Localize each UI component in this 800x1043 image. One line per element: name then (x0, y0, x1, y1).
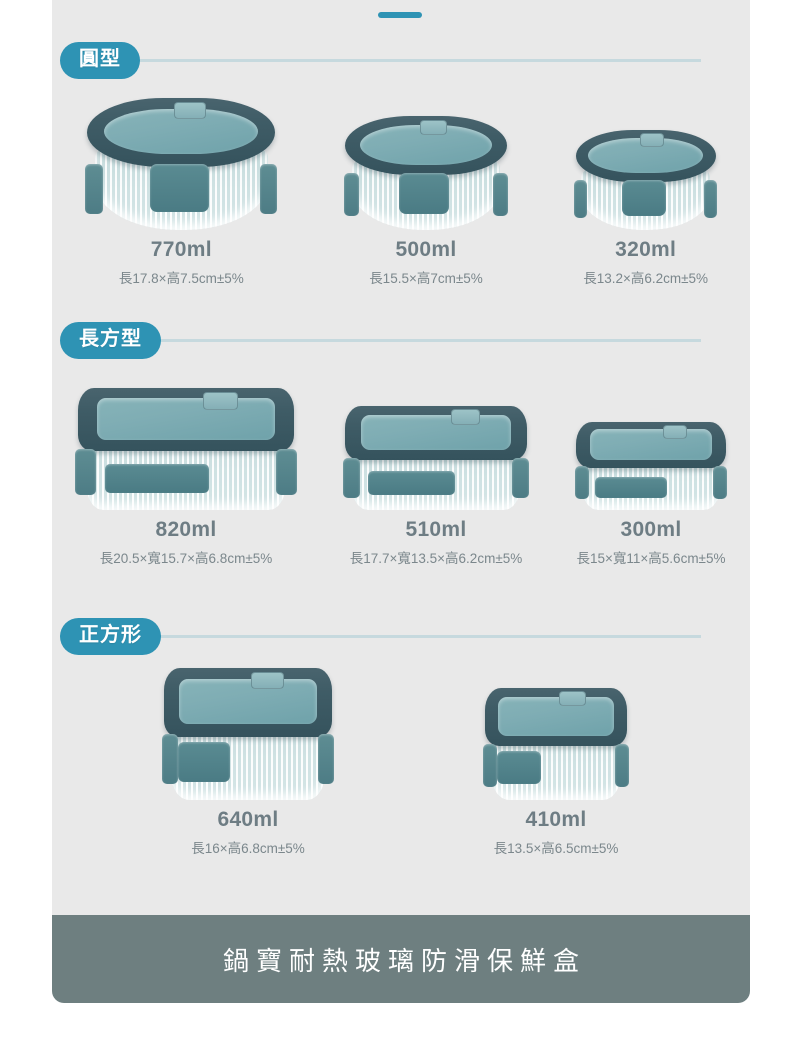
product-volume: 500ml (395, 238, 457, 261)
product-row-square: 640ml 長16×高6.8cm±5% 410ml 長13.5×高6.5cm±5… (160, 668, 630, 857)
product-image-round-320 (573, 130, 719, 230)
product-card[interactable]: 770ml 長17.8×高7.5cm±5% (83, 98, 279, 287)
product-card[interactable]: 500ml 長15.5×高7cm±5% (342, 116, 510, 287)
product-dimensions: 長17.8×高7.5cm±5% (118, 271, 244, 286)
product-image-round-500 (342, 116, 510, 230)
section-header-rectangle: 長方型 (60, 322, 701, 359)
product-image-square-410 (482, 688, 630, 800)
product-volume: 410ml (525, 808, 587, 831)
product-dimensions: 長13.5×高6.5cm±5% (493, 841, 619, 856)
product-dimensions: 長16×高6.8cm±5% (191, 841, 305, 856)
section-rule-square (153, 635, 701, 638)
top-accent-bar (378, 12, 422, 18)
product-image-rect-510 (341, 406, 531, 510)
section-rule-rectangle (153, 339, 701, 342)
section-badge-square: 正方形 (60, 618, 161, 655)
product-row-rectangle: 820ml 長20.5×寬15.7×高6.8cm±5% 510ml 長17.7×… (52, 388, 750, 567)
product-volume: 820ml (155, 518, 217, 541)
footer-banner: 鍋寶耐熱玻璃防滑保鮮盒 (52, 915, 750, 1003)
product-image-rect-820 (73, 388, 299, 510)
section-badge-round: 圓型 (60, 42, 140, 79)
product-row-round: 770ml 長17.8×高7.5cm±5% 500ml 長15.5×高7cm±5… (52, 98, 750, 287)
product-volume: 300ml (620, 518, 682, 541)
product-card[interactable]: 820ml 長20.5×寬15.7×高6.8cm±5% (73, 388, 299, 567)
product-volume: 320ml (615, 238, 677, 261)
product-dimensions: 長20.5×寬15.7×高6.8cm±5% (99, 551, 273, 566)
product-card[interactable]: 300ml 長15×寬11×高5.6cm±5% (573, 422, 729, 567)
product-volume: 640ml (217, 808, 279, 831)
section-header-round: 圓型 (60, 42, 701, 79)
section-badge-rectangle: 長方型 (60, 322, 161, 359)
product-volume: 510ml (405, 518, 467, 541)
product-volume: 770ml (150, 238, 212, 261)
section-header-square: 正方形 (60, 618, 701, 655)
footer-title: 鍋寶耐熱玻璃防滑保鮮盒 (222, 945, 586, 976)
product-card[interactable]: 510ml 長17.7×寬13.5×高6.2cm±5% (341, 406, 531, 567)
product-dimensions: 長13.2×高6.2cm±5% (583, 271, 709, 286)
product-image-round-770 (83, 98, 279, 230)
product-card[interactable]: 320ml 長13.2×高6.2cm±5% (573, 130, 719, 287)
product-dimensions: 長15×寬11×高5.6cm±5% (576, 551, 726, 566)
product-dimensions: 長17.7×寬13.5×高6.2cm±5% (349, 551, 523, 566)
product-card[interactable]: 640ml 長16×高6.8cm±5% (160, 668, 336, 857)
product-dimensions: 長15.5×高7cm±5% (369, 271, 483, 286)
section-rule-round (132, 59, 701, 62)
product-card[interactable]: 410ml 長13.5×高6.5cm±5% (482, 688, 630, 857)
product-image-rect-300 (573, 422, 729, 510)
product-image-square-640 (160, 668, 336, 800)
